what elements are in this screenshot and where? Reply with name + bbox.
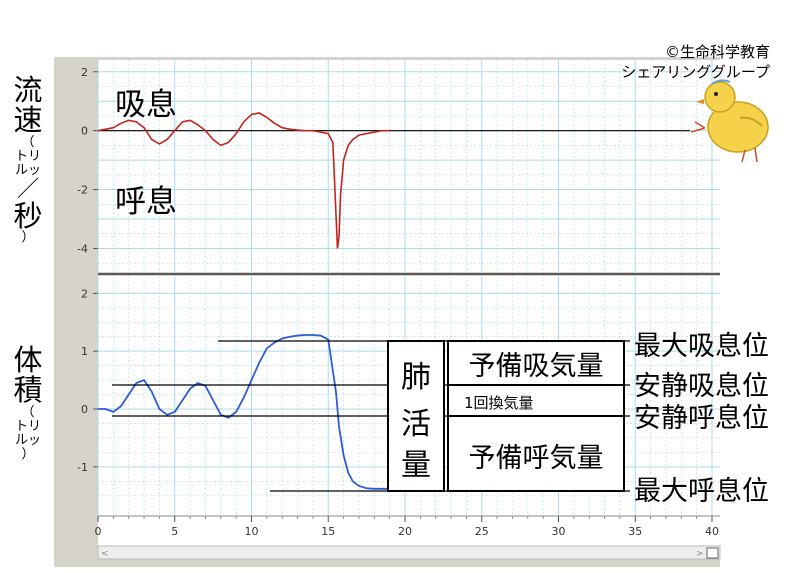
credit-text: ©生命科学教育 シェアリンググループ	[621, 42, 770, 82]
volume-ylabel-char-1: 体	[13, 343, 43, 377]
x-tick-label: 5	[171, 525, 178, 538]
x-tick-label: 0	[95, 525, 102, 538]
expiratory-reserve-label: 予備呼気量	[469, 443, 604, 474]
flow-y-axis-label: 流 速 （ トリ ルッ ／ 秒 ）	[8, 75, 48, 245]
flow-ylabel-slash: ／	[16, 176, 39, 202]
rest-expiratory-level-label: 安静呼息位	[634, 403, 769, 434]
volume-ylabel-unit-2: ルッ	[14, 432, 41, 448]
x-tick-label: 30	[552, 525, 566, 538]
volume-y-tick-label: 1	[81, 345, 88, 358]
volume-y-tick-label: -1	[77, 461, 88, 474]
credit-line-2: シェアリンググループ	[621, 63, 770, 81]
flow-ylabel-unit-2: ルッ	[14, 162, 41, 178]
volume-y-ticks: 2 1 0 -1	[77, 287, 98, 474]
flow-ylabel-unit-1: トリ	[14, 148, 41, 164]
vital-capacity-char-1: 肺	[401, 360, 431, 395]
flow-y-tick-label: -4	[77, 242, 88, 255]
flow-plot-area	[98, 60, 720, 272]
inspiratory-reserve-label: 予備吸気量	[469, 351, 604, 382]
flow-y-tick-label: -2	[77, 184, 88, 197]
x-axis-ticks: 0 5 10 15 20 25 30 35 40	[95, 516, 719, 538]
flow-ylabel-per-second: 秒	[13, 198, 43, 233]
chick-mascot-illustration	[690, 79, 769, 163]
vital-capacity-char-3: 量	[401, 448, 431, 483]
credit-line-1: ©生命科学教育	[664, 43, 770, 61]
volume-ylabel-open: （	[21, 404, 35, 420]
flow-y-tick-label: 0	[81, 125, 88, 138]
flow-ylabel-char-1: 流	[13, 73, 43, 107]
x-tick-label: 35	[628, 525, 642, 538]
rest-inspiratory-level-label: 安静吸息位	[634, 371, 769, 402]
x-tick-label: 20	[398, 525, 412, 538]
volume-ylabel-char-2: 積	[13, 373, 43, 408]
inhale-label: 吸息	[115, 87, 177, 123]
scroll-corner-icon[interactable]	[706, 547, 719, 559]
flow-y-tick-label: 2	[81, 66, 88, 79]
flow-series-line	[97, 112, 390, 249]
x-tick-label: 10	[245, 525, 259, 538]
scroll-right-arrow-icon[interactable]: >	[696, 549, 704, 559]
flow-ylabel-close: ）	[21, 230, 35, 246]
x-axis-area	[98, 516, 720, 546]
volume-ylabel-close: ）	[21, 446, 35, 462]
h-scrollbar[interactable]	[97, 545, 721, 560]
vital-capacity-box	[387, 340, 445, 492]
expiratory-reserve-box	[447, 415, 625, 492]
volume-y-tick-label: 2	[81, 287, 88, 300]
x-tick-label: 40	[705, 525, 719, 538]
scroll-left-arrow-icon[interactable]: <	[101, 549, 109, 559]
tidal-volume-box	[447, 384, 625, 417]
volume-y-tick-label: 0	[81, 403, 88, 416]
flow-ylabel-open: （	[21, 134, 35, 150]
flow-ylabel-char-2: 速	[13, 103, 43, 138]
max-expiratory-level-label: 最大呼息位	[634, 476, 769, 507]
exhale-label: 呼息	[115, 184, 177, 220]
vital-capacity-char-2: 活	[401, 407, 431, 442]
volume-y-axis-label: 体 積 （ トリ ルッ ）	[8, 345, 48, 462]
tidal-volume-label: 1回換気量	[464, 394, 534, 412]
max-inspiratory-level-label: 最大吸息位	[634, 331, 769, 362]
volume-ylabel-unit-1: トリ	[14, 418, 41, 434]
volume-series-line	[98, 334, 390, 490]
x-tick-label: 15	[321, 525, 335, 538]
x-tick-label: 25	[475, 525, 489, 538]
flow-y-ticks: 2 0 -2 -4	[77, 66, 98, 255]
